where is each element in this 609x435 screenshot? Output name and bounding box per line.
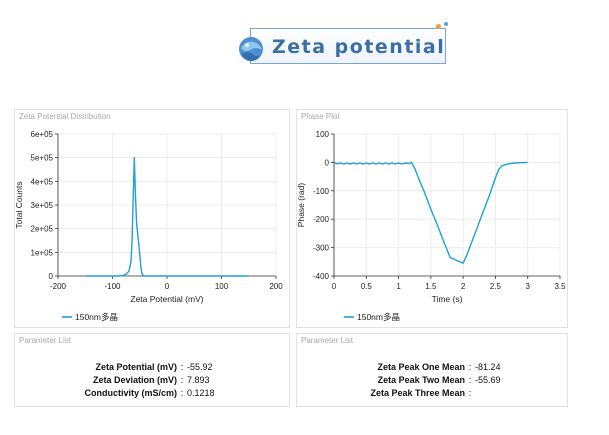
zeta-distribution-panel-title: Zeta Potential Distribution [19, 112, 111, 121]
parameter-row: Zeta Peak Three Mean: [351, 388, 475, 398]
parameter-list-right-title: Parameter List [301, 336, 354, 345]
phase-plot-chart: 0 0.5 1 1.5 2 2.5 3 3.5 -400 -300 -200 -100 0 100 Time… [296, 130, 566, 322]
x-tick-label: 0.5 [361, 282, 373, 291]
phase-plot-panel-title: Phase Plot [301, 112, 340, 121]
x-tick-label: 100 [215, 282, 229, 291]
series-line-0 [333, 161, 528, 264]
y-tick-label: 4e+05 [31, 177, 54, 186]
x-tick-label: 3 [525, 282, 530, 291]
legend-label: 150nm多晶 [357, 312, 400, 322]
y-tick-label: -100 [313, 187, 330, 196]
y-tick-label: -300 [313, 244, 330, 253]
parameter-label: Zeta Deviation (mV) [92, 375, 177, 385]
parameter-list-left-title: Parameter List [19, 336, 72, 345]
x-tick-label: 2 [461, 282, 466, 291]
y-tick-label: -200 [313, 215, 330, 224]
page-title: Zeta potential [272, 36, 446, 58]
y-axis-label: Total Counts [14, 181, 24, 228]
parameter-separator: : [468, 362, 472, 372]
phase-plot-panel: Phase Plot [296, 109, 568, 328]
zeta-distribution-panel: Zeta Potential Distribution [14, 109, 290, 328]
parameter-separator: : [180, 388, 184, 398]
parameter-label: Conductivity (mS/cm) [84, 388, 177, 398]
decor-dot-blue [444, 22, 448, 26]
parameter-separator: : [180, 375, 184, 385]
title-banner [250, 28, 446, 64]
x-tick-label: -200 [50, 282, 67, 291]
parameter-separator: : [180, 362, 184, 372]
parameter-value: -81.24 [475, 362, 501, 372]
parameter-value: -55.92 [187, 362, 213, 372]
parameter-row: Zeta Deviation (mV):7.893 [65, 375, 210, 385]
y-tick-label: 0 [49, 272, 54, 281]
parameter-label: Zeta Peak One Mean [377, 362, 465, 372]
decor-dot-orange [436, 24, 441, 29]
zeta-distribution-chart: -200 -100 0 100 200 0 1e+05 2e+05 3e+05 4e+05 5e+0… [14, 130, 283, 322]
legend-label: 150nm多晶 [75, 312, 118, 322]
parameter-separator: : [468, 388, 472, 398]
x-axis-label: Zeta Potential (mV) [130, 294, 203, 304]
y-tick-label: 6e+05 [31, 130, 54, 139]
y-axis-label: Phase (rad) [296, 183, 306, 228]
y-tick-label: 5e+05 [31, 154, 54, 163]
parameter-separator: : [468, 375, 472, 385]
parameter-value: 0.1218 [187, 388, 215, 398]
parameter-label: Zeta Potential (mV) [95, 362, 177, 372]
globe-logo-icon [239, 37, 263, 61]
parameter-row: Conductivity (mS/cm):0.1218 [65, 388, 215, 398]
y-tick-label: 0 [325, 158, 330, 167]
parameter-row: Zeta Peak One Mean: -81.24 [351, 362, 501, 372]
parameter-value: 7.893 [187, 375, 210, 385]
parameter-row: Zeta Potential (mV): -55.92 [65, 362, 213, 372]
y-tick-label: 3e+05 [31, 201, 54, 210]
y-tick-label: 1e+05 [31, 248, 54, 257]
x-tick-label: 2.5 [490, 282, 502, 291]
x-tick-label: 1.5 [425, 282, 437, 291]
parameter-list-right-panel: Parameter List Zeta Peak One Mean: -81.24… [296, 333, 568, 407]
y-tick-label: 2e+05 [31, 225, 54, 234]
y-tick-label: -400 [313, 272, 330, 281]
parameter-value: -55.69 [475, 375, 501, 385]
parameter-label: Zeta Peak Three Mean [370, 388, 465, 398]
x-tick-label: 3.5 [554, 282, 566, 291]
series-line-0 [85, 157, 249, 277]
x-tick-label: -100 [104, 282, 121, 291]
x-tick-label: 0 [332, 282, 337, 291]
parameter-list-left-panel: Parameter List Zeta Potential (mV): -55.9… [14, 333, 290, 407]
x-axis-label: Time (s) [432, 294, 463, 304]
parameter-row: Zeta Peak Two Mean: -55.69 [351, 375, 501, 385]
x-tick-label: 200 [269, 282, 283, 291]
y-tick-label: 100 [316, 130, 330, 139]
x-tick-label: 0 [165, 282, 170, 291]
parameter-label: Zeta Peak Two Mean [377, 375, 465, 385]
x-tick-label: 1 [396, 282, 401, 291]
